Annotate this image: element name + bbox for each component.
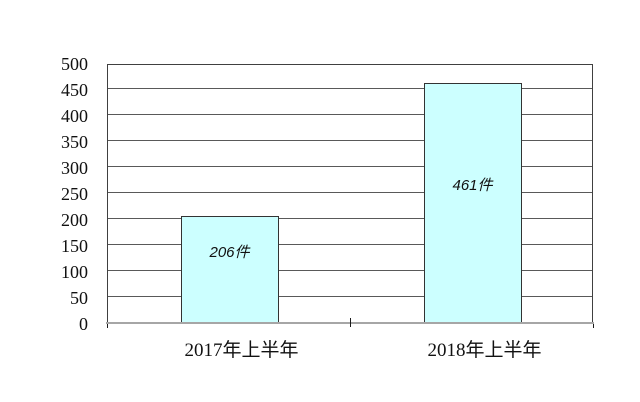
x-axis-category-label: 2018年上半年 xyxy=(427,340,542,361)
gridline xyxy=(108,296,592,297)
y-axis-tick-label: 250 xyxy=(61,184,88,204)
bar-value-label: 461件 xyxy=(452,177,493,194)
y-axis-tick-label: 300 xyxy=(61,158,88,178)
x-axis-category-label: 2017年上半年 xyxy=(184,340,299,361)
axis-corner-tick xyxy=(107,324,108,328)
y-axis-tick-label: 450 xyxy=(61,80,88,100)
gridline xyxy=(108,244,592,245)
gridline xyxy=(108,192,592,193)
y-axis-tick-label: 500 xyxy=(61,54,88,74)
y-axis-tick-label: 200 xyxy=(61,210,88,230)
y-axis-tick-label: 100 xyxy=(61,262,88,282)
plot-area: 206件 461件 xyxy=(107,64,593,324)
bar-value-label: 206件 xyxy=(209,244,250,261)
gridline xyxy=(108,270,592,271)
y-axis-tick-label: 0 xyxy=(79,314,88,334)
axis-corner-tick xyxy=(593,324,594,328)
y-axis-tick-label: 50 xyxy=(70,288,88,308)
bar-2018年上半年: 461件 xyxy=(423,83,522,323)
gridline xyxy=(108,88,592,89)
gridline xyxy=(108,140,592,141)
category-boundary-tick xyxy=(350,318,351,327)
gridline xyxy=(108,166,592,167)
gridline xyxy=(108,114,592,115)
bar-2017年上半年: 206件 xyxy=(180,216,279,323)
gridline xyxy=(108,218,592,219)
y-axis-tick-label: 150 xyxy=(61,236,88,256)
y-axis-tick-label: 400 xyxy=(61,106,88,126)
y-axis-tick-label: 350 xyxy=(61,132,88,152)
